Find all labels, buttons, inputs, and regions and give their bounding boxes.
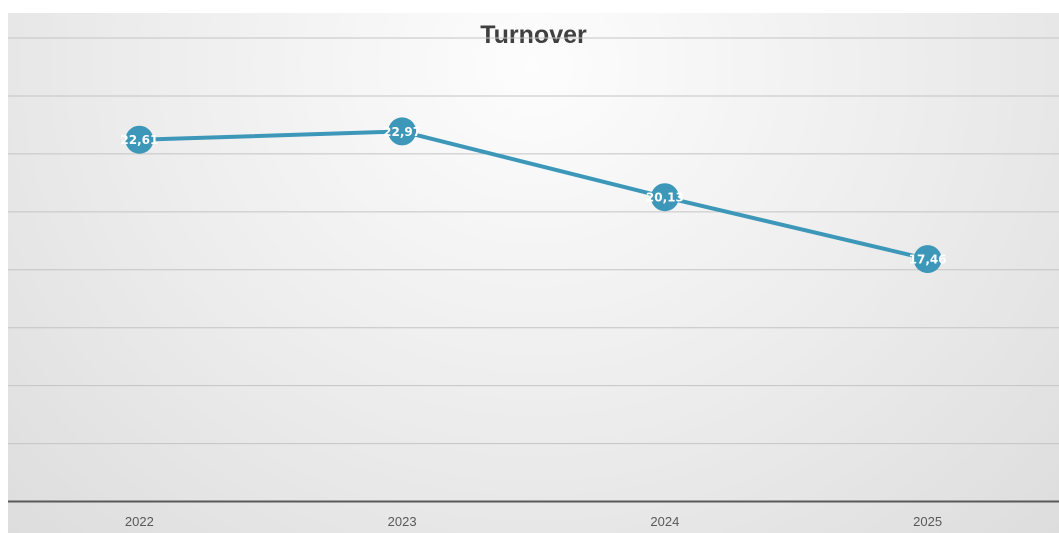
data-label-2022: 22,61 — [120, 133, 158, 147]
x-tick-labels: 2022 2023 2024 2025 — [125, 514, 942, 529]
data-point-2022[interactable] — [125, 125, 154, 154]
data-point-2025[interactable] — [913, 245, 942, 274]
data-label-2025: 17,46 — [909, 253, 947, 267]
chart-area: Turnover 2022 2023 2024 2025 22,61 22,97 20,1… — [8, 13, 1059, 533]
data-label-2023: 22,97 — [383, 125, 421, 139]
x-tick-label-2022: 2022 — [125, 514, 154, 529]
gridlines — [8, 37, 1059, 445]
data-labels: 22,61 22,97 20,13 17,46 — [120, 125, 946, 267]
series-line — [137, 129, 930, 262]
x-tick-label-2025: 2025 — [913, 514, 942, 529]
series-turnover — [125, 117, 942, 274]
data-point-2024[interactable] — [650, 183, 679, 212]
data-label-2024: 20,13 — [646, 191, 684, 205]
line-chart: 2022 2023 2024 2025 22,61 22,97 20,13 17,46 — [8, 37, 1059, 529]
x-tick-label-2023: 2023 — [388, 514, 417, 529]
x-tick-label-2024: 2024 — [650, 514, 679, 529]
chart-title: Turnover — [480, 21, 587, 49]
data-point-2023[interactable] — [388, 117, 417, 146]
